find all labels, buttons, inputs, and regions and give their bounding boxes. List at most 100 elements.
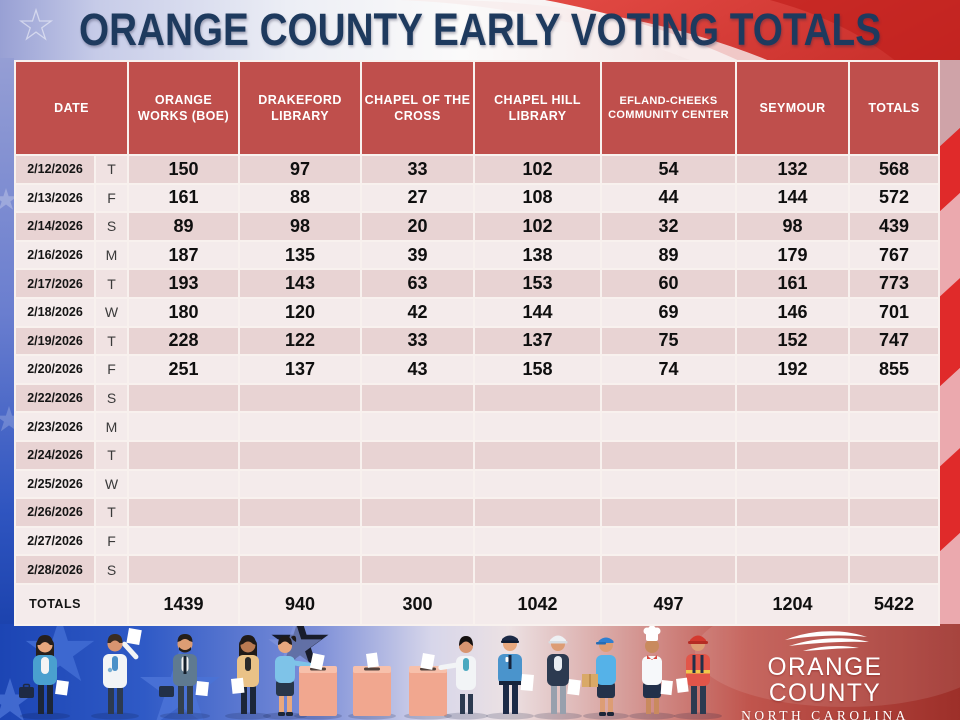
- value-cell: [238, 525, 363, 557]
- date-cell: 2/13/2026: [14, 182, 96, 214]
- value-cell: [735, 554, 851, 585]
- voter-figure: [534, 635, 582, 720]
- value-cell: 42: [360, 296, 476, 328]
- day-cell: T: [93, 154, 130, 185]
- value-cell: [735, 411, 851, 442]
- value-cell: 60: [600, 268, 738, 299]
- value-cell: [735, 439, 851, 471]
- value-cell: [238, 382, 363, 414]
- value-cell: [600, 554, 738, 585]
- date-cell: 2/17/2026: [14, 268, 96, 299]
- value-cell: [360, 382, 476, 414]
- value-cell: 572: [848, 182, 941, 214]
- day-cell: S: [93, 382, 130, 414]
- table-row: 2/12/2026 T 150 97 33 102 54 132 568: [14, 154, 941, 185]
- value-cell: 187: [127, 239, 241, 271]
- col-header-chapel-hill-library: CHAPEL HILL LIBRARY: [473, 60, 603, 156]
- value-cell: [127, 525, 241, 557]
- table-row: 2/20/2026 F 251 137 43 158 74 192 855: [14, 354, 941, 385]
- table-row: 2/23/2026 M: [14, 411, 941, 442]
- value-cell: [127, 411, 241, 442]
- date-cell: 2/27/2026: [14, 525, 96, 557]
- col-header-efland-cheeks: EFLAND-CHEEKS COMMUNITY CENTER: [600, 60, 738, 156]
- value-cell: [848, 468, 941, 500]
- date-cell: 2/22/2026: [14, 382, 96, 414]
- value-cell: [848, 411, 941, 442]
- value-cell: 161: [127, 182, 241, 214]
- value-cell: 153: [473, 268, 603, 299]
- day-cell: F: [93, 354, 130, 385]
- logo-swoosh-icon: [785, 631, 869, 651]
- totals-value: 5422: [848, 582, 941, 626]
- voter-figure: [674, 635, 722, 720]
- totals-value: 940: [238, 582, 363, 626]
- value-cell: 44: [600, 182, 738, 214]
- date-cell: 2/25/2026: [14, 468, 96, 500]
- value-cell: [238, 497, 363, 528]
- voter-figure: [225, 635, 271, 720]
- value-cell: 439: [848, 211, 941, 242]
- value-cell: [473, 497, 603, 528]
- day-cell: S: [93, 554, 130, 585]
- voter-figure: [438, 636, 488, 720]
- table-row: 2/22/2026 S: [14, 382, 941, 414]
- value-cell: 98: [238, 211, 363, 242]
- value-cell: 161: [735, 268, 851, 299]
- totals-value: 1439: [127, 582, 241, 626]
- col-header-chapel-of-the-cross: CHAPEL OF THE CROSS: [360, 60, 476, 156]
- voter-figure: [263, 635, 314, 720]
- value-cell: [360, 525, 476, 557]
- value-cell: 122: [238, 325, 363, 357]
- value-cell: 33: [360, 154, 476, 185]
- table-row: 2/28/2026 S: [14, 554, 941, 585]
- voter-figure: [486, 635, 534, 720]
- totals-value: 497: [600, 582, 738, 626]
- value-cell: 193: [127, 268, 241, 299]
- date-cell: 2/23/2026: [14, 411, 96, 442]
- value-cell: 39: [360, 239, 476, 271]
- star-outline-icon: [18, 7, 54, 41]
- day-cell: M: [93, 411, 130, 442]
- col-header-orange-works: ORANGE WORKS (BOE): [127, 60, 241, 156]
- totals-value: 1042: [473, 582, 603, 626]
- col-header-totals: TOTALS: [848, 60, 941, 156]
- value-cell: [127, 497, 241, 528]
- table-row: 2/26/2026 T: [14, 497, 941, 528]
- value-cell: 89: [127, 211, 241, 242]
- day-cell: M: [93, 239, 130, 271]
- table-row: 2/18/2026 W 180 120 42 144 69 146 701: [14, 296, 941, 328]
- value-cell: 20: [360, 211, 476, 242]
- value-cell: [238, 411, 363, 442]
- value-cell: 228: [127, 325, 241, 357]
- value-cell: [735, 525, 851, 557]
- value-cell: 97: [238, 154, 363, 185]
- value-cell: [848, 497, 941, 528]
- table-row: 2/16/2026 M 187 135 39 138 89 179 767: [14, 239, 941, 271]
- col-header-seymour: SEYMOUR: [735, 60, 851, 156]
- value-cell: [360, 497, 476, 528]
- value-cell: 144: [473, 296, 603, 328]
- value-cell: 102: [473, 211, 603, 242]
- value-cell: [473, 439, 603, 471]
- value-cell: 767: [848, 239, 941, 271]
- voter-figure: [159, 634, 210, 720]
- value-cell: 88: [238, 182, 363, 214]
- value-cell: 27: [360, 182, 476, 214]
- value-cell: 74: [600, 354, 738, 385]
- value-cell: 69: [600, 296, 738, 328]
- value-cell: [735, 382, 851, 414]
- table-row: 2/27/2026 F: [14, 525, 941, 557]
- day-cell: T: [93, 268, 130, 299]
- org-name: ORANGE COUNTY: [767, 653, 883, 708]
- value-cell: 108: [473, 182, 603, 214]
- value-cell: 146: [735, 296, 851, 328]
- value-cell: 135: [238, 239, 363, 271]
- table-row: 2/24/2026 T: [14, 439, 941, 471]
- value-cell: [473, 411, 603, 442]
- voter-figure: [19, 635, 70, 720]
- value-cell: 98: [735, 211, 851, 242]
- day-cell: T: [93, 325, 130, 357]
- day-cell: F: [93, 525, 130, 557]
- totals-label: TOTALS: [14, 582, 96, 626]
- table-row: 2/19/2026 T 228 122 33 137 75 152 747: [14, 325, 941, 357]
